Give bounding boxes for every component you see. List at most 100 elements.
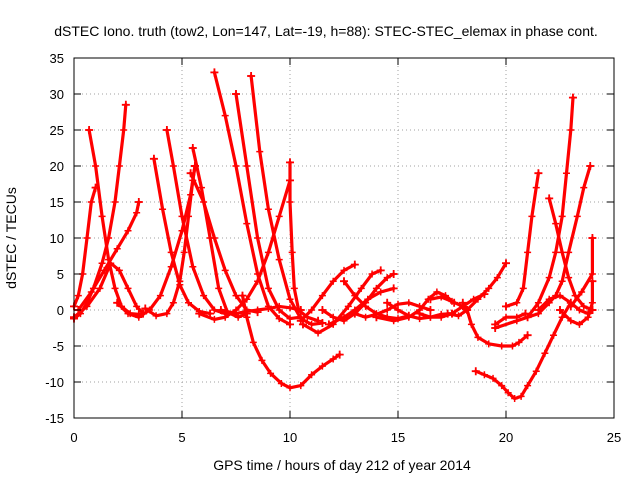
data-point-end — [247, 72, 256, 80]
series-arc-aa — [415, 290, 489, 321]
y-axis-label: dSTEC / TECUs — [3, 187, 19, 289]
data-point-end — [443, 309, 452, 318]
y-tick-label: 25 — [50, 123, 64, 138]
y-tick-label: -5 — [52, 339, 64, 354]
data-point-end — [238, 291, 247, 300]
data-point — [504, 389, 512, 397]
data-point — [524, 248, 532, 256]
data-point — [372, 284, 380, 292]
data-point — [232, 292, 240, 300]
data-point — [189, 263, 197, 271]
data-point-end — [426, 295, 435, 304]
data-point — [243, 162, 251, 170]
data-point — [286, 295, 294, 303]
data-point-end — [298, 320, 307, 329]
series-arc-n — [247, 72, 327, 328]
data-point-end — [335, 350, 344, 359]
data-point — [178, 227, 186, 235]
data-point — [308, 320, 316, 328]
data-point — [357, 284, 365, 292]
data-point — [329, 355, 337, 363]
data-point-end — [389, 270, 398, 278]
data-point — [167, 248, 175, 256]
data-point — [437, 293, 445, 301]
x-tick-label: 0 — [70, 430, 77, 445]
series-group — [70, 68, 597, 403]
data-point-end — [350, 260, 359, 269]
y-axis: -15 -10 -5 0 5 10 15 20 25 30 35 — [45, 51, 614, 426]
y-tick-label: 20 — [50, 159, 64, 174]
y-tick-label: 15 — [50, 195, 64, 210]
data-point-end — [286, 158, 294, 167]
series-line — [288, 160, 320, 323]
data-point — [133, 302, 141, 310]
data-point — [362, 302, 370, 310]
series-line — [569, 236, 594, 308]
data-point — [485, 340, 493, 348]
data-point — [502, 313, 510, 321]
data-point — [368, 270, 376, 278]
data-point — [575, 306, 583, 314]
series-line — [558, 279, 594, 326]
data-point — [528, 212, 536, 220]
data-point — [498, 342, 506, 350]
data-point — [124, 310, 132, 318]
data-point-end — [340, 277, 348, 286]
data-point — [340, 266, 348, 274]
data-point — [92, 162, 100, 170]
data-point — [83, 302, 91, 310]
data-point — [329, 313, 337, 321]
data-point — [556, 292, 564, 300]
data-point — [562, 169, 570, 177]
data-point — [249, 338, 257, 346]
data-point — [187, 191, 195, 199]
data-point — [232, 162, 240, 170]
data-point-end — [318, 306, 327, 314]
data-point — [588, 299, 596, 307]
data-point — [234, 313, 242, 321]
y-tick-label: 0 — [57, 303, 64, 318]
data-point — [232, 310, 240, 318]
data-point — [567, 317, 575, 325]
data-point — [541, 349, 549, 357]
data-point — [474, 333, 482, 341]
data-point-end — [85, 126, 94, 134]
series-arc-al — [556, 277, 597, 328]
data-point-end — [149, 154, 158, 163]
data-point — [545, 274, 553, 282]
data-point — [146, 306, 154, 314]
data-point — [83, 234, 91, 242]
data-point-end — [383, 298, 392, 307]
series-line — [526, 96, 575, 319]
data-point — [243, 220, 251, 228]
data-point — [111, 198, 119, 206]
data-point — [513, 299, 521, 307]
data-point-end — [568, 93, 577, 102]
series-arc-k — [188, 144, 251, 321]
data-point — [290, 284, 298, 292]
data-point-end — [471, 367, 480, 376]
data-point — [426, 313, 434, 321]
data-point-end — [186, 169, 195, 178]
data-point-end — [491, 324, 500, 332]
data-point — [383, 306, 391, 314]
y-tick-label: -10 — [45, 375, 64, 390]
data-point — [519, 284, 527, 292]
series-arc-ad — [458, 298, 532, 350]
data-point — [120, 126, 128, 134]
data-point — [256, 148, 264, 156]
data-point — [210, 315, 218, 323]
series-arc-m — [232, 90, 305, 323]
data-point — [264, 305, 272, 313]
data-point — [534, 299, 542, 307]
data-point — [275, 315, 283, 323]
data-point — [221, 266, 229, 274]
series-arc-t — [298, 266, 385, 337]
data-point — [489, 374, 497, 382]
data-point — [163, 310, 171, 318]
data-point — [258, 356, 266, 364]
series-line — [446, 261, 508, 318]
data-point — [156, 292, 164, 300]
data-point — [584, 313, 592, 321]
series-line — [493, 312, 527, 326]
